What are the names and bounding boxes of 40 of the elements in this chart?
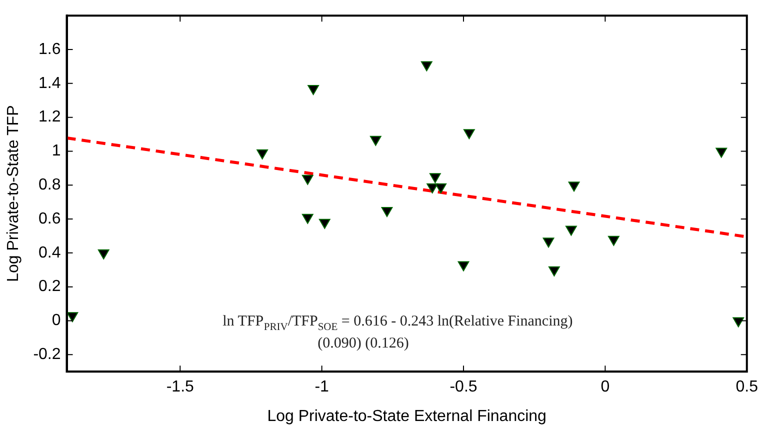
point bbox=[435, 183, 447, 194]
point bbox=[370, 136, 382, 146]
y-tick-label: 0.6 bbox=[38, 210, 61, 228]
point bbox=[565, 226, 577, 236]
y-tick-label: 0.2 bbox=[38, 278, 61, 296]
y-tick-label: 0 bbox=[52, 312, 61, 330]
point bbox=[429, 173, 441, 184]
x-tick-label: 0 bbox=[600, 378, 610, 396]
point bbox=[308, 84, 320, 95]
point bbox=[381, 207, 393, 218]
point bbox=[318, 218, 330, 229]
point bbox=[66, 312, 78, 322]
y-axis-title: Log Private-to-State TFP bbox=[5, 105, 22, 282]
point bbox=[463, 129, 475, 140]
y-tick-label: 1.2 bbox=[38, 108, 61, 126]
point bbox=[420, 61, 432, 72]
point bbox=[98, 249, 110, 260]
point bbox=[568, 182, 580, 192]
y-tick-label: 1 bbox=[52, 142, 61, 160]
point bbox=[426, 183, 438, 194]
y-tick-label: 1.4 bbox=[38, 74, 61, 92]
x-tick-label: -1 bbox=[314, 378, 330, 396]
y-tick-label: 0.4 bbox=[38, 244, 61, 262]
point bbox=[302, 174, 314, 185]
point bbox=[716, 148, 728, 158]
y-tick-label: 1.6 bbox=[38, 40, 61, 58]
y-tick-label: 0.8 bbox=[38, 176, 61, 194]
point bbox=[548, 266, 560, 276]
y-tick-label: -0.2 bbox=[33, 346, 61, 364]
point bbox=[458, 261, 470, 272]
annotation: (0.090) (0.126) bbox=[318, 336, 409, 352]
x-tick-label: -1.5 bbox=[166, 378, 194, 396]
point bbox=[608, 236, 620, 246]
point bbox=[302, 214, 314, 224]
x-tick-label: -0.5 bbox=[450, 378, 478, 396]
x-tick-label: 0.5 bbox=[736, 378, 758, 396]
point bbox=[256, 149, 268, 160]
point bbox=[732, 317, 744, 328]
x-axis-title: Log Private-to-State External Financing bbox=[267, 408, 546, 425]
point bbox=[542, 238, 554, 248]
